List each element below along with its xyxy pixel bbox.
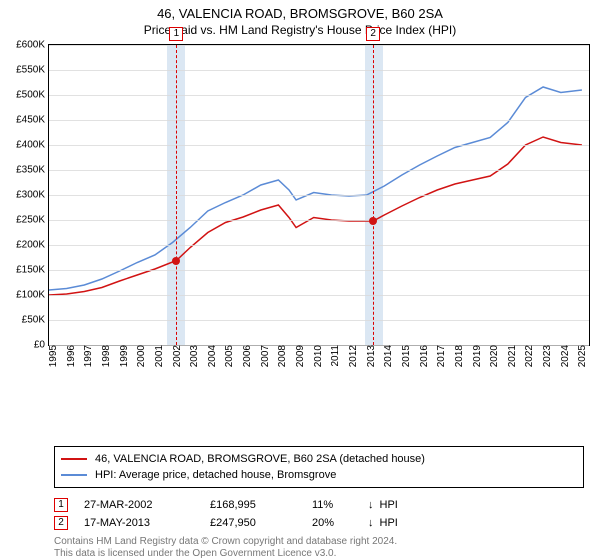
x-tick-label: 2008 (275, 345, 288, 367)
marker-dot (172, 257, 180, 265)
y-tick-label: £350K (3, 165, 49, 176)
legend-swatch (61, 458, 87, 460)
y-tick-label: £0 (3, 340, 49, 351)
transaction-pct: 20% (312, 517, 362, 529)
gridline-h (49, 245, 589, 246)
transaction-arrow: ↓ (368, 517, 374, 529)
x-tick-label: 2009 (293, 345, 306, 367)
gridline-h (49, 270, 589, 271)
gridline-h (49, 320, 589, 321)
x-tick-label: 2017 (434, 345, 447, 367)
transaction-ref: HPI (380, 517, 398, 529)
x-tick-label: 1998 (99, 345, 112, 367)
x-tick-label: 2005 (222, 345, 235, 367)
y-tick-label: £150K (3, 265, 49, 276)
y-tick-label: £50K (3, 315, 49, 326)
x-tick-label: 2024 (558, 345, 571, 367)
x-tick-label: 2011 (328, 345, 341, 367)
transactions-table: 1 27-MAR-2002 £168,995 11% ↓ HPI 2 17-MAY-2013 £… (54, 496, 584, 532)
y-tick-label: £450K (3, 115, 49, 126)
legend-row: HPI: Average price, detached house, Brom… (61, 467, 577, 483)
x-tick-label: 1995 (46, 345, 59, 367)
x-tick-label: 2003 (187, 345, 200, 367)
x-tick-label: 2018 (452, 345, 465, 367)
transaction-pct: 11% (312, 499, 362, 511)
legend-label: 46, VALENCIA ROAD, BROMSGROVE, B60 2SA (… (95, 453, 425, 465)
gridline-h (49, 295, 589, 296)
plot-area: £0£50K£100K£150K£200K£250K£300K£350K£400… (48, 44, 590, 346)
x-tick-label: 2010 (311, 345, 324, 367)
transaction-price: £247,950 (210, 517, 306, 529)
marker-flag: 1 (169, 27, 183, 41)
y-tick-label: £300K (3, 190, 49, 201)
page-subtitle: Price paid vs. HM Land Registry's House … (0, 23, 600, 37)
x-tick-label: 2022 (522, 345, 535, 367)
x-tick-label: 2016 (417, 345, 430, 367)
gridline-h (49, 120, 589, 121)
gridline-h (49, 220, 589, 221)
transaction-marker: 1 (54, 498, 68, 512)
x-tick-label: 2021 (505, 345, 518, 367)
y-tick-label: £100K (3, 290, 49, 301)
y-tick-label: £550K (3, 65, 49, 76)
marker-line (176, 45, 177, 345)
gridline-h (49, 170, 589, 171)
transaction-row: 1 27-MAR-2002 £168,995 11% ↓ HPI (54, 496, 584, 514)
chart: £0£50K£100K£150K£200K£250K£300K£350K£400… (48, 44, 590, 374)
x-tick-label: 2020 (487, 345, 500, 367)
x-tick-label: 1997 (81, 345, 94, 367)
credits-line-1: Contains HM Land Registry data © Crown c… (54, 536, 584, 548)
y-tick-label: £500K (3, 90, 49, 101)
y-tick-label: £600K (3, 40, 49, 51)
gridline-h (49, 45, 589, 46)
credits: Contains HM Land Registry data © Crown c… (54, 536, 584, 560)
transaction-arrow: ↓ (368, 499, 374, 511)
x-tick-label: 1999 (117, 345, 130, 367)
x-tick-label: 2025 (575, 345, 588, 367)
transaction-ref: HPI (380, 499, 398, 511)
x-tick-label: 2000 (134, 345, 147, 367)
y-tick-label: £400K (3, 140, 49, 151)
x-tick-label: 2002 (170, 345, 183, 367)
x-tick-label: 2013 (364, 345, 377, 367)
legend-swatch (61, 474, 87, 476)
page-title: 46, VALENCIA ROAD, BROMSGROVE, B60 2SA (0, 6, 600, 21)
x-tick-label: 2023 (540, 345, 553, 367)
marker-line (373, 45, 374, 345)
transaction-price: £168,995 (210, 499, 306, 511)
series-hpi (49, 87, 582, 290)
transaction-row: 2 17-MAY-2013 £247,950 20% ↓ HPI (54, 514, 584, 532)
gridline-h (49, 145, 589, 146)
y-tick-label: £250K (3, 215, 49, 226)
legend: 46, VALENCIA ROAD, BROMSGROVE, B60 2SA (… (54, 446, 584, 488)
legend-row: 46, VALENCIA ROAD, BROMSGROVE, B60 2SA (… (61, 451, 577, 467)
x-tick-label: 2007 (258, 345, 271, 367)
credits-line-2: This data is licensed under the Open Gov… (54, 548, 584, 560)
transaction-date: 17-MAY-2013 (84, 517, 204, 529)
transaction-date: 27-MAR-2002 (84, 499, 204, 511)
gridline-h (49, 95, 589, 96)
x-tick-label: 2006 (240, 345, 253, 367)
marker-dot (369, 217, 377, 225)
x-tick-label: 2012 (346, 345, 359, 367)
series-property (49, 137, 582, 295)
x-tick-label: 2001 (152, 345, 165, 367)
x-tick-label: 2019 (470, 345, 483, 367)
transaction-marker: 2 (54, 516, 68, 530)
gridline-h (49, 195, 589, 196)
x-tick-label: 1996 (64, 345, 77, 367)
marker-flag: 2 (366, 27, 380, 41)
x-tick-label: 2015 (399, 345, 412, 367)
x-tick-label: 2014 (381, 345, 394, 367)
y-tick-label: £200K (3, 240, 49, 251)
gridline-h (49, 70, 589, 71)
x-tick-label: 2004 (205, 345, 218, 367)
legend-label: HPI: Average price, detached house, Brom… (95, 469, 336, 481)
